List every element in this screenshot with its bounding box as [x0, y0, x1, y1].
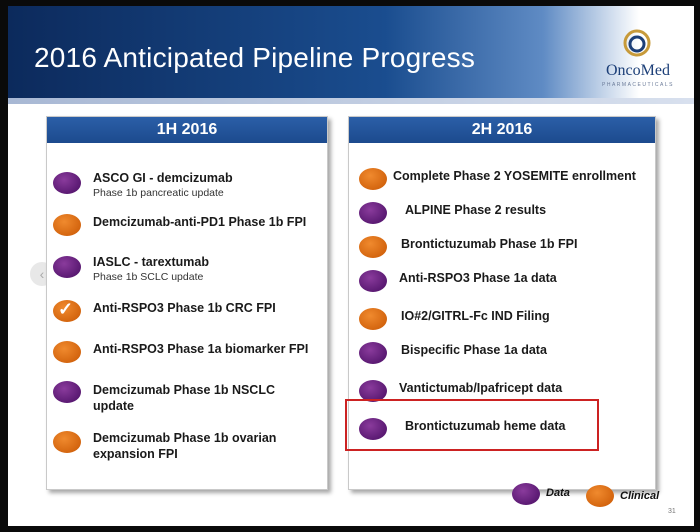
slide: 2016 Anticipated Pipeline Progress OncoM… — [8, 6, 694, 526]
item-label: Brontictuzumab Phase 1b FPI — [401, 237, 578, 251]
item-label: Brontictuzumab heme data — [405, 419, 566, 433]
legend-data-label: Data — [546, 487, 570, 499]
slide-number: 31 — [668, 508, 676, 515]
data-dot-icon — [53, 381, 81, 403]
clinical-dot-icon — [586, 485, 614, 507]
data-dot-icon — [359, 380, 387, 402]
item-label: Anti-RSPO3 Phase 1b CRC FPI — [93, 301, 276, 315]
item-label-line2: expansion FPI — [93, 447, 178, 461]
clinical-dot-icon: ✓ — [53, 299, 81, 322]
item-sublabel: Phase 1b pancreatic update — [93, 187, 224, 199]
data-dot-icon — [512, 483, 540, 505]
panel-header-2h: 2H 2016 — [349, 117, 655, 143]
logo-name: OncoMed — [606, 62, 670, 79]
item-label: Vantictumab/Ipafricept data — [399, 381, 563, 395]
clinical-dot-icon — [359, 236, 387, 258]
clinical-dot-icon — [359, 168, 387, 190]
item-sublabel: Phase 1b SCLC update — [93, 271, 204, 283]
page-title: 2016 Anticipated Pipeline Progress — [34, 42, 476, 73]
item-label: ALPINE Phase 2 results — [405, 203, 547, 217]
clinical-dot-icon — [53, 214, 81, 236]
item-label: Demcizumab-anti-PD1 Phase 1b FPI — [93, 215, 307, 229]
logo-ring-icon — [623, 29, 651, 57]
logo-subtitle: PHARMACEUTICALS — [602, 82, 674, 88]
title-bar: 2016 Anticipated Pipeline Progress OncoM… — [8, 6, 694, 104]
clinical-dot-icon — [53, 341, 81, 363]
item-label: Anti-RSPO3 Phase 1a biomarker FPI — [93, 342, 309, 356]
checkmark-icon: ✓ — [58, 299, 74, 319]
data-dot-icon — [359, 418, 387, 440]
item-label-line2: update — [93, 399, 134, 413]
data-dot-icon — [53, 172, 81, 194]
item-label: Complete Phase 2 YOSEMITE enrollment — [393, 169, 636, 183]
item-label: Bispecific Phase 1a data — [401, 343, 547, 357]
clinical-dot-icon — [53, 431, 81, 453]
data-dot-icon — [359, 202, 387, 224]
panel-1h-2016: 1H 2016 ASCO GI - demcizumab Phase 1b pa… — [46, 116, 328, 490]
item-label: Demcizumab Phase 1b ovarian — [93, 431, 277, 445]
data-dot-icon — [359, 342, 387, 364]
item-label: Anti-RSPO3 Phase 1a data — [399, 271, 557, 285]
highlight-box — [345, 399, 599, 451]
legend-clinical-label: Clinical — [620, 490, 660, 502]
item-label: ASCO GI - demcizumab — [93, 171, 233, 185]
oncomed-logo: OncoMed PHARMACEUTICALS — [596, 28, 680, 94]
panel-header-1h: 1H 2016 — [47, 117, 327, 143]
item-label: IO#2/GITRL-Fc IND Filing — [401, 309, 550, 323]
item-label: Demcizumab Phase 1b NSCLC — [93, 383, 275, 397]
panel-2h-2016: 2H 2016 Complete Phase 2 YOSEMITE enroll… — [348, 116, 656, 490]
data-dot-icon — [53, 256, 81, 278]
data-dot-icon — [359, 270, 387, 292]
item-label: IASLC - tarextumab — [93, 255, 209, 269]
clinical-dot-icon — [359, 308, 387, 330]
